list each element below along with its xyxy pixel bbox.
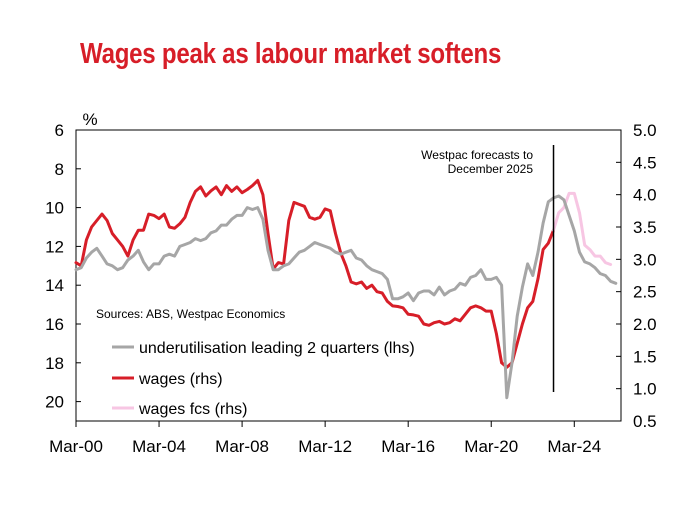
left-axis-tick-label: 10: [45, 199, 64, 218]
series-line-0: [74, 194, 618, 400]
right-axis-tick-label: 0.5: [633, 412, 657, 431]
series-line-1: [74, 178, 555, 369]
right-axis-tick-label: 4.0: [633, 186, 657, 205]
forecast-annotation-text: Westpac forecasts to: [421, 148, 533, 162]
legend-label: wages (rhs): [138, 371, 223, 388]
right-axis-tick-label: 2.5: [633, 283, 657, 302]
right-axis-tick-label: 4.5: [633, 153, 657, 172]
forecast-annotation-text: December 2025: [448, 162, 534, 176]
series-line-2: [552, 191, 613, 266]
plot-frame: [75, 129, 622, 422]
series-layer: [74, 178, 618, 400]
right-axis-tick-label: 1.5: [633, 347, 657, 366]
x-axis-tick-label: Mar-24: [547, 437, 601, 456]
legend-label: wages fcs (rhs): [138, 401, 247, 418]
left-axis: % 6 8 10 12 14 16 18 20: [45, 110, 97, 412]
plot-border: [75, 129, 622, 422]
right-axis-tick-label: 2.0: [633, 315, 657, 334]
x-axis-tick-label: Mar-16: [381, 437, 435, 456]
x-axis: Mar-00 Mar-04 Mar-08 Mar-12 Mar-16 Mar-20 Mar-…: [49, 421, 601, 456]
right-axis-tick-label: 3.0: [633, 250, 657, 269]
right-axis: 5.0 4.5 4.0 3.5 3.0 2.5 2.0 1.5 1.0 0.5: [616, 121, 657, 431]
right-axis-tick-label: 3.5: [633, 218, 657, 237]
right-axis-tick-label: 1.0: [633, 380, 657, 399]
right-axis-tick-label: 5.0: [633, 121, 657, 140]
left-axis-tick-label: 6: [55, 121, 64, 140]
left-axis-tick-label: 12: [45, 237, 64, 256]
left-axis-tick-label: 18: [45, 354, 64, 373]
left-axis-unit-label: %: [82, 110, 97, 129]
source-note: Sources: ABS, Westpac Economics: [96, 307, 285, 321]
x-axis-tick-label: Mar-00: [49, 437, 103, 456]
legend: underutilisation leading 2 quarters (lhs…: [112, 340, 415, 418]
left-axis-tick-label: 20: [45, 393, 64, 412]
x-axis-tick-label: Mar-04: [132, 437, 186, 456]
x-axis-tick-label: Mar-12: [298, 437, 352, 456]
legend-label: underutilisation leading 2 quarters (lhs…: [139, 340, 415, 357]
left-axis-tick-label: 14: [45, 276, 64, 295]
x-axis-tick-label: Mar-08: [215, 437, 269, 456]
left-axis-tick-label: 8: [55, 160, 64, 179]
x-axis-tick-label: Mar-20: [464, 437, 518, 456]
chart-title: Wages peak as labour market softens: [80, 38, 502, 70]
left-axis-tick-label: 16: [45, 315, 64, 334]
